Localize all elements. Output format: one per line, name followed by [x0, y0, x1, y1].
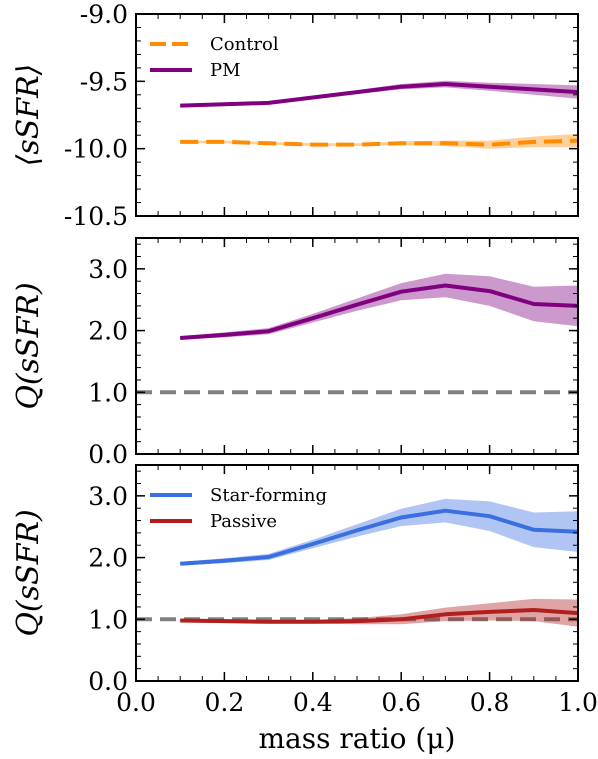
plot-frame	[135, 13, 579, 217]
y-tick-label: 2.0	[88, 544, 128, 573]
panel-mean-ssfr: -10.5 -10.0 -9.5 -9.0 ⟨sSFR⟩ Control PM	[11, 0, 579, 231]
x-tick-label: 0.0	[116, 688, 156, 717]
legend-label: Star-forming	[210, 485, 327, 506]
legend-label: Control	[210, 34, 279, 55]
y-tick-label: 3.0	[88, 482, 128, 511]
series-line-star-forming	[180, 508, 579, 566]
y-tick-label: 1.0	[88, 378, 128, 407]
series-line-pm	[180, 82, 579, 108]
x-tick-label: 0.8	[470, 688, 510, 717]
series-band-0	[180, 273, 578, 340]
y-tick-label: -10.0	[64, 135, 128, 164]
legend-label: PM	[210, 60, 241, 81]
y-axis-label: ⟨sSFR⟩	[11, 64, 46, 167]
series-line-control	[180, 138, 579, 147]
x-tick-label: 0.6	[381, 688, 421, 717]
y-tick-label: -9.0	[80, 0, 128, 29]
y-tick-label: 0.0	[88, 667, 128, 696]
x-tick-label: 1.0	[558, 688, 598, 717]
y-tick-label: 2.0	[88, 317, 128, 346]
panel-q-ssfr-by-type: 0.0 1.0 2.0 3.0 0.0 0.2 0.4 0.6 0.8 1.0 Q(sSFR) mas…	[11, 464, 598, 755]
series-band-star-forming	[180, 498, 578, 566]
series-line-0	[180, 283, 579, 340]
y-tick-label: 0.0	[88, 440, 128, 469]
x-tick-label: 0.2	[205, 688, 245, 717]
plot-frame	[135, 237, 579, 455]
plot-frame	[135, 464, 579, 682]
x-tick-label: 0.4	[293, 688, 333, 717]
y-tick-label: -10.5	[64, 202, 128, 231]
y-tick-label: -9.5	[80, 67, 128, 96]
series-band-passive	[180, 598, 578, 627]
series-line-passive	[180, 608, 579, 624]
y-axis-label: Q(sSFR)	[11, 282, 46, 409]
x-axis-label: mass ratio (μ)	[259, 722, 456, 755]
y-axis-label: Q(sSFR)	[11, 509, 46, 636]
panel-q-ssfr-pm: 0.0 1.0 2.0 3.0 Q(sSFR)	[11, 237, 579, 469]
legend-label: Passive	[210, 511, 277, 532]
y-tick-label: 3.0	[88, 255, 128, 284]
y-tick-label: 1.0	[88, 605, 128, 634]
